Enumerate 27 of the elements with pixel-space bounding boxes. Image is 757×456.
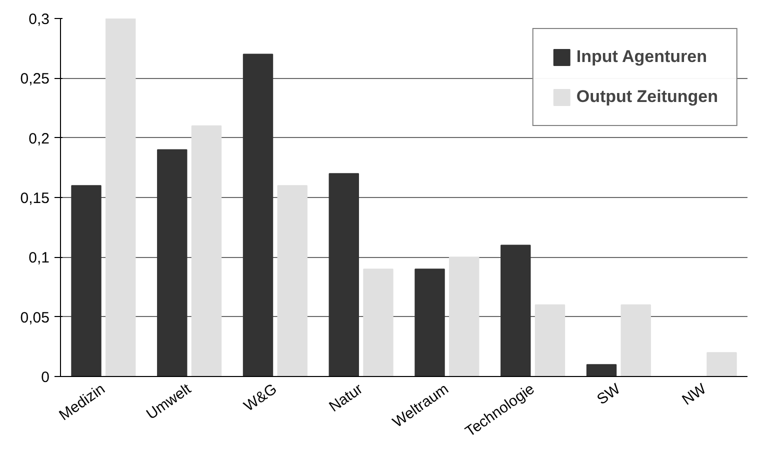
bar [242, 54, 274, 376]
bar [534, 304, 566, 376]
bar [620, 304, 651, 376]
bar [449, 256, 480, 376]
y-tick-label: 0,05 [20, 309, 50, 326]
x-tick-label: SW [594, 380, 624, 408]
bar [191, 125, 222, 376]
legend-label: Output Zeitungen [576, 87, 718, 107]
bar [500, 244, 531, 376]
y-tick-label: 0,1 [28, 250, 50, 267]
bar [706, 352, 737, 376]
bar [106, 18, 136, 376]
y-tick-label: 0,15 [20, 190, 50, 207]
x-tick-label: W&G [240, 380, 280, 416]
bar [157, 149, 188, 376]
bar [328, 173, 359, 376]
x-tick-label: NW [679, 380, 710, 409]
legend-label: Input Agenturen [576, 47, 707, 67]
y-tick-label: 0,25 [20, 70, 50, 88]
bar [71, 185, 102, 376]
bar [414, 268, 445, 376]
bar [586, 364, 617, 376]
y-tick-label: 0,2 [28, 130, 50, 148]
y-tick-label: 0,3 [28, 11, 50, 28]
y-tick-label: 0 [41, 369, 50, 386]
bar [277, 185, 308, 376]
bar [363, 268, 394, 376]
